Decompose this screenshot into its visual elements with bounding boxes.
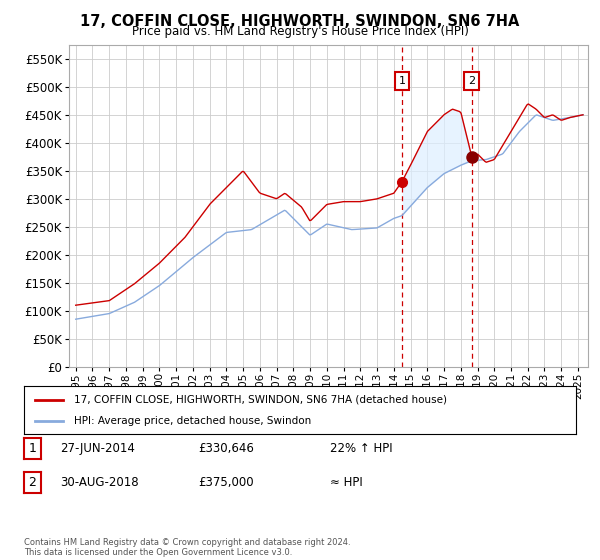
Text: 27-JUN-2014: 27-JUN-2014 <box>60 442 135 455</box>
Text: 17, COFFIN CLOSE, HIGHWORTH, SWINDON, SN6 7HA: 17, COFFIN CLOSE, HIGHWORTH, SWINDON, SN… <box>80 14 520 29</box>
Text: 22% ↑ HPI: 22% ↑ HPI <box>330 442 392 455</box>
Text: £375,000: £375,000 <box>198 475 254 489</box>
Text: 30-AUG-2018: 30-AUG-2018 <box>60 475 139 489</box>
Text: Contains HM Land Registry data © Crown copyright and database right 2024.
This d: Contains HM Land Registry data © Crown c… <box>24 538 350 557</box>
Text: 2: 2 <box>468 76 475 86</box>
Text: 1: 1 <box>28 442 37 455</box>
Text: 17, COFFIN CLOSE, HIGHWORTH, SWINDON, SN6 7HA (detached house): 17, COFFIN CLOSE, HIGHWORTH, SWINDON, SN… <box>74 395 446 405</box>
Text: ≈ HPI: ≈ HPI <box>330 475 363 489</box>
Text: Price paid vs. HM Land Registry's House Price Index (HPI): Price paid vs. HM Land Registry's House … <box>131 25 469 38</box>
Text: £330,646: £330,646 <box>198 442 254 455</box>
Text: HPI: Average price, detached house, Swindon: HPI: Average price, detached house, Swin… <box>74 416 311 426</box>
Text: 2: 2 <box>28 475 37 489</box>
Text: 1: 1 <box>398 76 406 86</box>
